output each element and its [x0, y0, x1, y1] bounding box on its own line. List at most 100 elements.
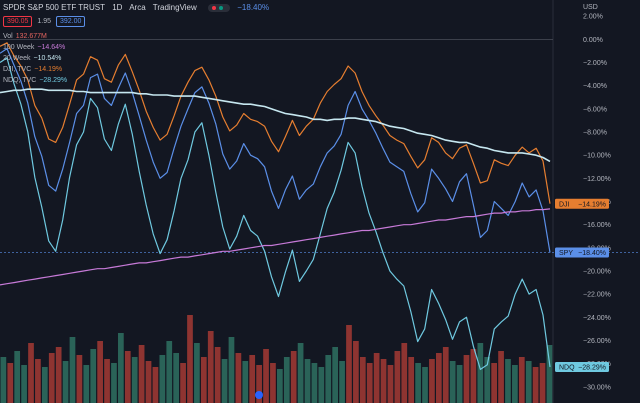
legend-ma100[interactable]: 100 Week −14.64% [3, 44, 66, 51]
volume-bar [318, 367, 325, 403]
legend-ma20[interactable]: 20 Week −10.54% [3, 55, 62, 62]
volume-bar [235, 353, 242, 403]
y-tick-label: −16.00% [583, 222, 611, 229]
volume-bar [249, 355, 256, 403]
y-tick-label: −10.00% [583, 153, 611, 160]
legend-vol[interactable]: Vol 132.677M [3, 33, 47, 40]
volume-bar [532, 367, 539, 403]
volume-bar [283, 357, 290, 403]
volume-bar [456, 365, 463, 403]
volume-bar [353, 341, 359, 403]
volume-bar [145, 361, 152, 403]
volume-bar [180, 363, 186, 403]
market-status-icon [208, 3, 231, 12]
volume-bar [166, 341, 173, 403]
volume-bar [200, 357, 207, 403]
indicator-legend: Vol 132.677M 100 Week −14.64% 20 Week −10.5… [3, 31, 67, 86]
price-tag-spy [555, 247, 609, 258]
volume-bar [422, 367, 428, 403]
volume-bar [14, 351, 21, 403]
volume-bar [290, 351, 297, 403]
volume-bar [505, 359, 511, 403]
volume-bar [525, 361, 532, 403]
event-marker-icon [255, 391, 263, 399]
volume-bar [62, 361, 69, 403]
volume-bar [221, 359, 228, 403]
volume-bar [442, 347, 449, 403]
sell-price-button[interactable]: 390.05 [3, 16, 33, 27]
volume-bar [256, 365, 262, 403]
legend-dji[interactable]: DJI, TVC −14.19% [3, 66, 63, 73]
y-tick-label: 2.00% [583, 14, 603, 21]
price-tag-value: −28.29% [578, 365, 606, 372]
volume-bar [332, 347, 339, 403]
ma20-line [0, 88, 551, 163]
y-tick-label: −24.00% [583, 315, 611, 322]
volume-bar [48, 353, 55, 403]
volume-bar [325, 355, 332, 403]
y-tick-label: −8.00% [583, 130, 607, 137]
volume-bar [518, 357, 525, 403]
volume-bar [311, 363, 318, 403]
volume-bar [214, 347, 221, 403]
volume-bar [90, 349, 97, 403]
volume-bar [359, 357, 366, 403]
legend-ndq[interactable]: NDQ, TVC −28.29% [3, 77, 68, 84]
volume-bar [7, 363, 14, 403]
volume-bar [228, 337, 235, 403]
y-tick-label: −2.00% [583, 60, 607, 67]
volume-bar [546, 345, 553, 403]
volume-bar [28, 343, 34, 403]
price-tag-name: SPY [559, 250, 573, 257]
bid-ask-row: 390.05 1.95 392.00 [3, 16, 88, 27]
volume-bar [173, 353, 180, 403]
volume-bar [491, 363, 497, 403]
volume-bar [207, 331, 214, 403]
chart-header: SPDR S&P 500 ETF TRUST 1D Arca TradingVi… [3, 3, 274, 12]
price-tag-value: −14.19% [578, 201, 606, 208]
volume-bar [435, 353, 442, 403]
volume-bar [104, 359, 110, 403]
price-tag-name: DJI [559, 201, 570, 208]
volume-bar [484, 357, 491, 403]
y-tick-label: 0.00% [583, 37, 603, 44]
volume-bar [463, 355, 470, 403]
dji-line [0, 42, 551, 204]
volume-bar [512, 365, 518, 403]
volume-bar [401, 343, 408, 403]
ma100-line [0, 208, 551, 286]
volume-bar [0, 357, 7, 403]
spread-value: 1.95 [37, 18, 51, 25]
volume-bar [539, 363, 546, 403]
volume-bar [339, 361, 345, 403]
volume-bar [297, 343, 304, 403]
spy-line [0, 47, 551, 253]
buy-price-button[interactable]: 392.00 [55, 16, 86, 27]
volume-bar [187, 315, 193, 403]
volume-bar [380, 359, 387, 403]
volume-bar [35, 359, 41, 403]
volume-bar [138, 345, 145, 403]
volume-bar [387, 365, 394, 403]
interval-label[interactable]: 1D [112, 3, 123, 12]
volume-bar [159, 355, 166, 403]
volume-bar [76, 355, 83, 403]
volume-bar [394, 351, 401, 403]
volume-bar [131, 357, 138, 403]
volume-bar [97, 341, 103, 403]
y-axis-currency: USD [583, 4, 598, 11]
y-tick-label: −30.00% [583, 384, 611, 391]
y-tick-label: −6.00% [583, 106, 607, 113]
volume-bar [111, 363, 117, 403]
volume-bar [408, 357, 415, 403]
volume-bar [270, 363, 276, 403]
volume-bar [152, 367, 159, 403]
volume-bar [41, 367, 48, 403]
symbol-title[interactable]: SPDR S&P 500 ETF TRUST [3, 3, 105, 12]
volume-bar [21, 365, 27, 403]
volume-bar [242, 361, 249, 403]
volume-bar [124, 351, 131, 403]
volume-bar [263, 349, 269, 403]
volume-bar [194, 343, 200, 403]
